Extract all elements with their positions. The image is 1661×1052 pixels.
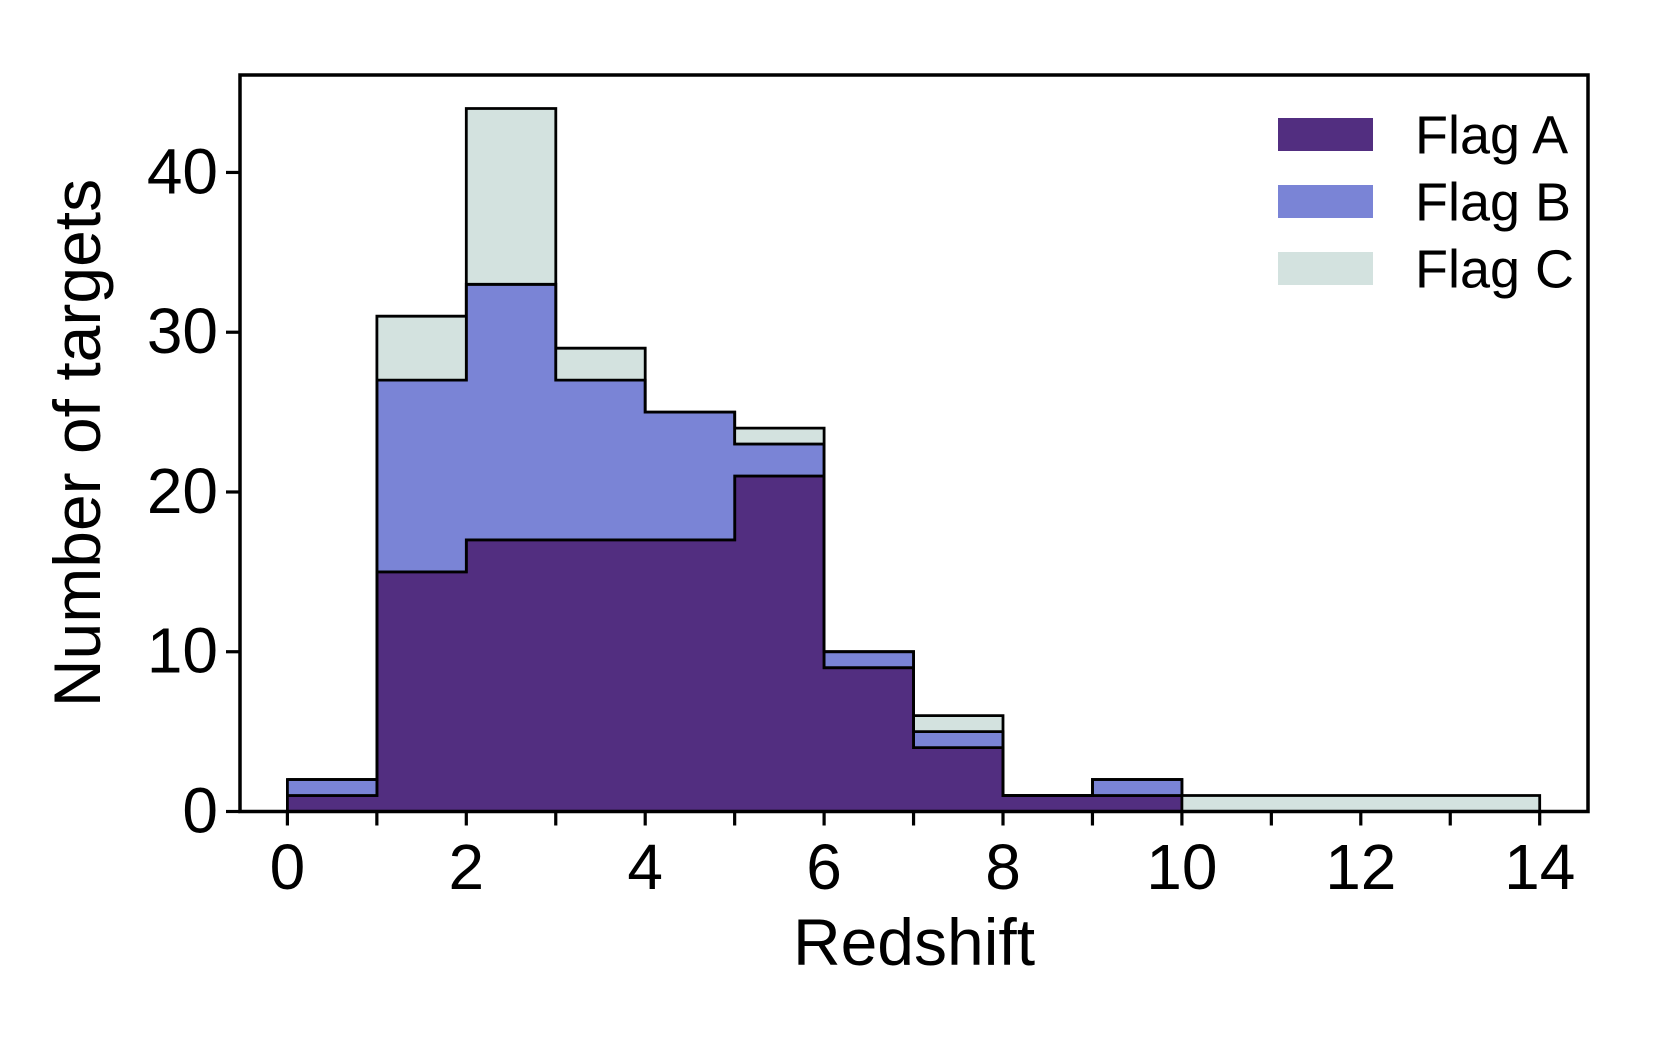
x-tick-label: 10 bbox=[1146, 831, 1217, 903]
x-tick-label: 4 bbox=[627, 831, 663, 903]
x-tick-label: 6 bbox=[806, 831, 842, 903]
legend-label-flag-a: Flag A bbox=[1415, 106, 1568, 166]
x-tick-label: 8 bbox=[985, 831, 1021, 903]
x-tick-label: 0 bbox=[270, 831, 306, 903]
x-tick-label: 2 bbox=[449, 831, 485, 903]
y-tick-label: 0 bbox=[182, 775, 218, 847]
series-flag-c bbox=[287, 107, 1542, 813]
legend-swatch-flag-b bbox=[1278, 185, 1373, 218]
x-tick-label: 14 bbox=[1504, 831, 1575, 903]
y-tick-label: 20 bbox=[147, 455, 218, 527]
legend: Flag A Flag B Flag C bbox=[1278, 106, 1574, 300]
x-tick-label: 12 bbox=[1325, 831, 1396, 903]
y-tick-label: 40 bbox=[147, 135, 218, 207]
legend-label-flag-b: Flag B bbox=[1415, 173, 1571, 233]
legend-label-flag-c: Flag C bbox=[1415, 240, 1574, 300]
y-tick-label: 30 bbox=[147, 295, 218, 367]
y-tick-label: 10 bbox=[147, 615, 218, 687]
legend-swatch-flag-a bbox=[1278, 118, 1373, 151]
plot-frame bbox=[238, 73, 1590, 814]
y-axis-label: Number of targets bbox=[40, 179, 114, 707]
ticks-group: 0 2 4 6 8 10 12 14 0 10 20 30 40 bbox=[147, 135, 1575, 903]
legend-swatch-flag-c bbox=[1278, 252, 1373, 285]
x-axis-label: Redshift bbox=[793, 905, 1035, 979]
